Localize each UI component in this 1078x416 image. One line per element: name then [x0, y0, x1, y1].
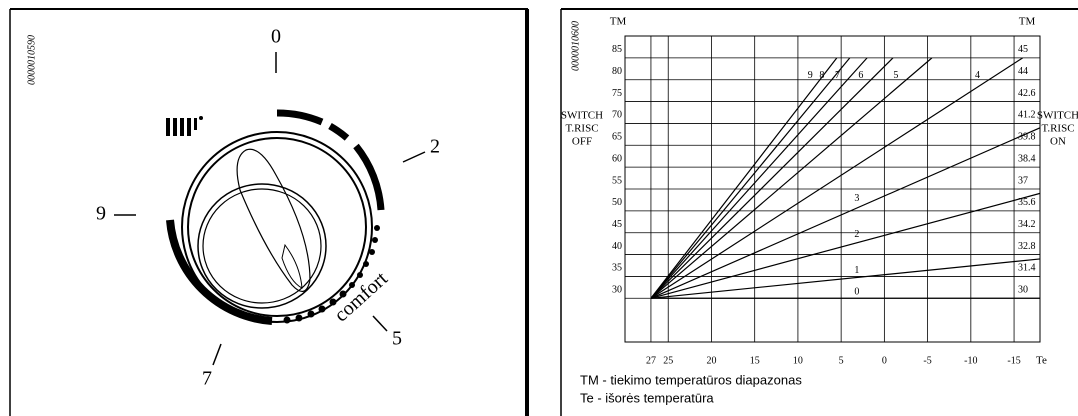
curve: [651, 58, 1023, 298]
x-tick-label: -5: [923, 355, 931, 366]
y-tick-label: 65: [612, 132, 622, 143]
curve: [651, 58, 932, 298]
code: 0000010590: [26, 35, 37, 85]
y-tick-label: 70: [612, 110, 622, 121]
switch-label: OFF: [572, 136, 592, 148]
x-tick-label: 0: [882, 355, 887, 366]
y-tick-label: 35: [612, 263, 622, 274]
curve-label: 2: [854, 229, 859, 240]
x-tick-label: 15: [750, 355, 760, 366]
y-tick-label: 50: [612, 197, 622, 208]
y2-tick-label: 30: [1018, 285, 1028, 296]
note: TM - tiekimo temperatūros diapazonas: [580, 372, 802, 387]
y-tick-label: 75: [612, 88, 622, 99]
curve-label: 5: [893, 70, 898, 81]
knob: [170, 113, 381, 322]
code: 0000010600: [570, 21, 581, 71]
x-tick-label: 10: [793, 355, 803, 366]
y-label: TM: [610, 16, 627, 28]
curve-label: 0: [854, 287, 859, 298]
mark-label: 2: [430, 136, 440, 158]
y2-tick-label: 41.2: [1018, 110, 1036, 121]
y2-tick-label: 37: [1018, 175, 1028, 186]
y2-tick-label: 32.8: [1018, 241, 1036, 252]
x-tick-label: 27: [646, 355, 656, 366]
page: 0000010590 0 2 9 7 5 comfort: [0, 0, 1078, 416]
curve: [651, 128, 1040, 298]
x-tick-label: -10: [964, 355, 977, 366]
curve: [651, 259, 1040, 298]
note: Te - išorės temperatūra: [580, 390, 714, 405]
curve: [651, 58, 837, 298]
y-tick-label: 60: [612, 153, 622, 164]
y-tick-label: 85: [612, 44, 622, 55]
curve: [651, 193, 1040, 298]
curve: [651, 58, 867, 298]
switch-label: SWITCH: [561, 110, 603, 122]
y2-tick-label: 31.4: [1018, 263, 1036, 274]
y2-label: TM: [1019, 16, 1036, 28]
x-tick-label: 5: [839, 355, 844, 366]
x-label: Te: [1036, 355, 1047, 367]
y-tick-label: 80: [612, 66, 622, 77]
curve-label: 3: [854, 193, 859, 204]
switch-label: T.RISC: [565, 123, 598, 135]
switch-label: SWITCH: [1037, 110, 1078, 122]
y2-tick-label: 44: [1018, 66, 1028, 77]
switch-label: T.RISC: [1041, 123, 1074, 135]
mark-label: 5: [392, 328, 402, 350]
y-tick-label: 40: [612, 241, 622, 252]
curve-label: 1: [854, 265, 859, 276]
knob-panel: 0000010590 0 2 9 7 5 comfort: [10, 9, 528, 416]
x-tick-label: 20: [706, 355, 716, 366]
mark-label: 9: [96, 203, 106, 225]
curve-label: 4: [975, 70, 980, 81]
mark-label: 0: [271, 26, 281, 48]
y2-tick-label: 42.6: [1018, 88, 1036, 99]
x-tick-label: 25: [663, 355, 673, 366]
curve: [651, 58, 850, 298]
curve: [651, 58, 893, 298]
x-tick-label: -15: [1007, 355, 1020, 366]
curve-label: 9: [808, 70, 813, 81]
radiator-icon: [166, 116, 203, 136]
y-tick-label: 45: [612, 219, 622, 230]
y-tick-label: 55: [612, 175, 622, 186]
mark-label: 7: [202, 368, 212, 390]
y2-tick-label: 34.2: [1018, 219, 1036, 230]
y-tick-label: 30: [612, 285, 622, 296]
y2-tick-label: 45: [1018, 44, 1028, 55]
switch-label: ON: [1050, 136, 1066, 148]
curve-label: 6: [858, 70, 863, 81]
y2-tick-label: 38.4: [1018, 153, 1036, 164]
